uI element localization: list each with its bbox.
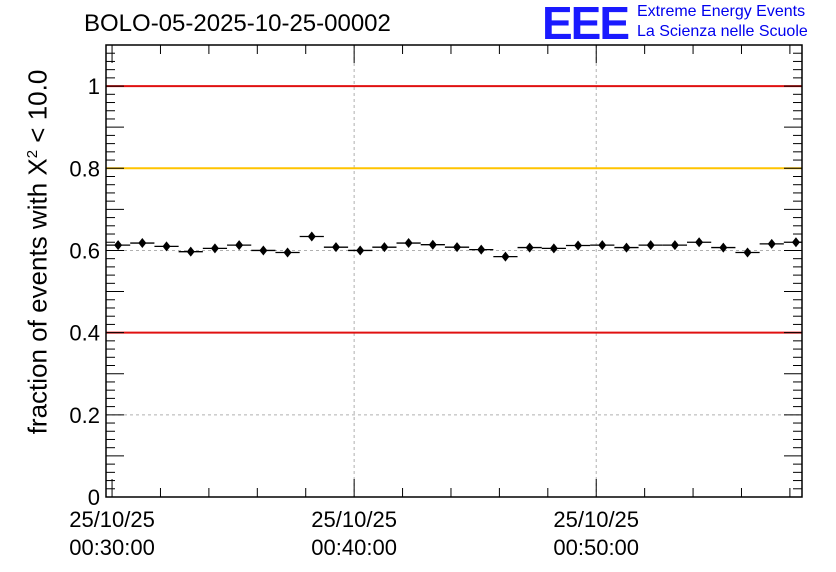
x-tick-date-0: 25/10/25 — [69, 507, 155, 532]
data-point-marker — [259, 245, 268, 256]
data-point-marker — [767, 238, 776, 249]
data-point-marker — [695, 237, 704, 248]
data-point-marker — [404, 238, 413, 249]
y-tick-label: 0.2 — [69, 403, 100, 428]
data-point-marker — [380, 242, 389, 253]
y-tick-label: 0.8 — [69, 156, 100, 181]
data-point-marker — [210, 243, 219, 254]
y-axis-title-suffix: < 10.0 — [22, 69, 53, 150]
logo-line-scienza-scuole: La Scienza nelle Scuole — [637, 23, 808, 40]
data-point-marker — [356, 245, 365, 256]
data-point-marker — [719, 242, 728, 253]
logo-line-extreme-energy-events: Extreme Energy Events — [637, 3, 806, 20]
x-tick-label-0: 25/10/25 00:30:00 — [42, 506, 182, 562]
data-point-marker — [453, 242, 462, 253]
data-point-marker — [283, 247, 292, 258]
y-axis-title: fraction of events with X2 < 10.0 — [23, 70, 54, 435]
grid-lines — [106, 45, 802, 497]
data-point-marker — [428, 239, 437, 250]
x-tick-time-0: 00:30:00 — [69, 535, 155, 560]
x-tick-date-1: 25/10/25 — [311, 507, 397, 532]
data-point-marker — [791, 237, 800, 248]
data-point-marker — [186, 246, 195, 257]
y-tick-label: 0 — [88, 485, 100, 510]
y-axis-title-sup: 2 — [23, 149, 41, 159]
x-tick-date-2: 25/10/25 — [553, 507, 640, 532]
data-point-marker — [646, 240, 655, 251]
data-point-marker — [138, 238, 147, 249]
data-points — [106, 231, 802, 262]
reference-lines — [106, 85, 802, 334]
eee-logo: EEE — [542, 0, 630, 49]
data-point-marker — [743, 247, 752, 258]
data-point-marker — [670, 240, 679, 251]
run-title: BOLO-05-2025-10-25-00002 — [84, 10, 391, 37]
data-point-marker — [307, 231, 316, 242]
data-point-marker — [114, 240, 123, 251]
y-axis-title-prefix: fraction of events with X — [22, 158, 53, 435]
x-tick-label-1: 25/10/25 00:40:00 — [284, 506, 424, 562]
x-tick-label-2: 25/10/25 00:50:00 — [526, 506, 666, 562]
data-point-marker — [501, 251, 510, 262]
data-point-marker — [622, 242, 631, 253]
data-point-marker — [235, 240, 244, 251]
y-tick-label: 0.6 — [69, 238, 100, 263]
axes: 0 0.2 0.4 0.6 0.8 1 — [69, 44, 803, 510]
plot-frame — [105, 44, 803, 498]
data-point-marker — [477, 244, 486, 255]
x-tick-time-1: 00:40:00 — [311, 535, 397, 560]
y-tick-label: 0.4 — [69, 321, 100, 346]
data-point-marker — [574, 240, 583, 251]
data-point-marker — [525, 242, 534, 253]
x-tick-time-2: 00:50:00 — [553, 535, 640, 560]
data-point-marker — [331, 242, 340, 253]
y-tick-label: 1 — [88, 74, 100, 99]
data-point-marker — [549, 243, 558, 254]
data-point-marker — [162, 241, 171, 252]
data-point-marker — [598, 240, 607, 251]
